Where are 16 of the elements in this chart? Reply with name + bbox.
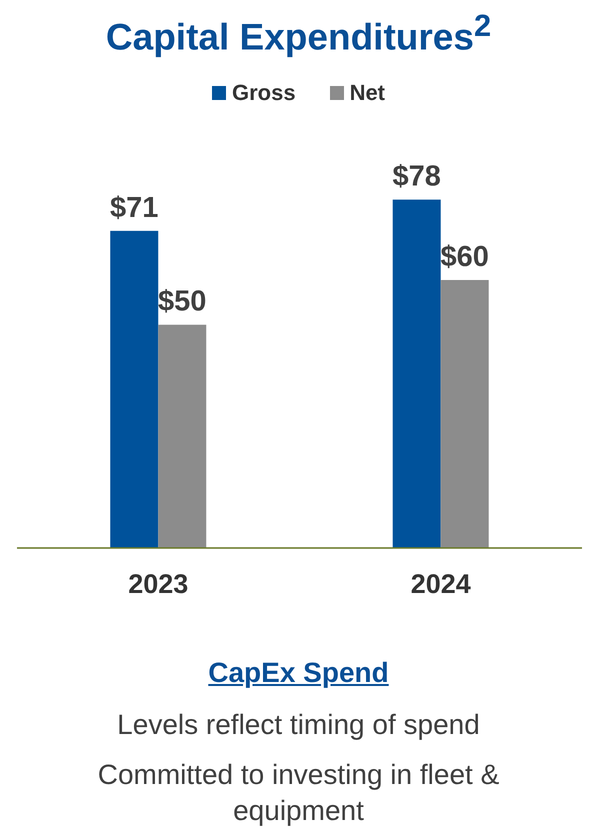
chart-title: Capital Expenditures$^{2}$ [104, 8, 492, 58]
bar [392, 200, 441, 548]
data-label: $71 [110, 192, 158, 224]
data-label: $78 [392, 160, 441, 193]
bar [110, 230, 158, 548]
legend-label: Gross [232, 80, 296, 106]
legend-label: Net [350, 80, 386, 106]
bar [158, 324, 206, 548]
bar [440, 280, 489, 548]
x-tick-label: 2023 [128, 569, 188, 600]
data-label: $60 [440, 241, 489, 274]
x-tick-label: 2024 [410, 569, 471, 600]
text: Levels reflect timing of spend [116, 708, 481, 742]
text: Committed to investing in fleet & equipment [96, 758, 500, 828]
data-label: $50 [158, 286, 206, 318]
text: CapEx Spend [207, 656, 390, 690]
